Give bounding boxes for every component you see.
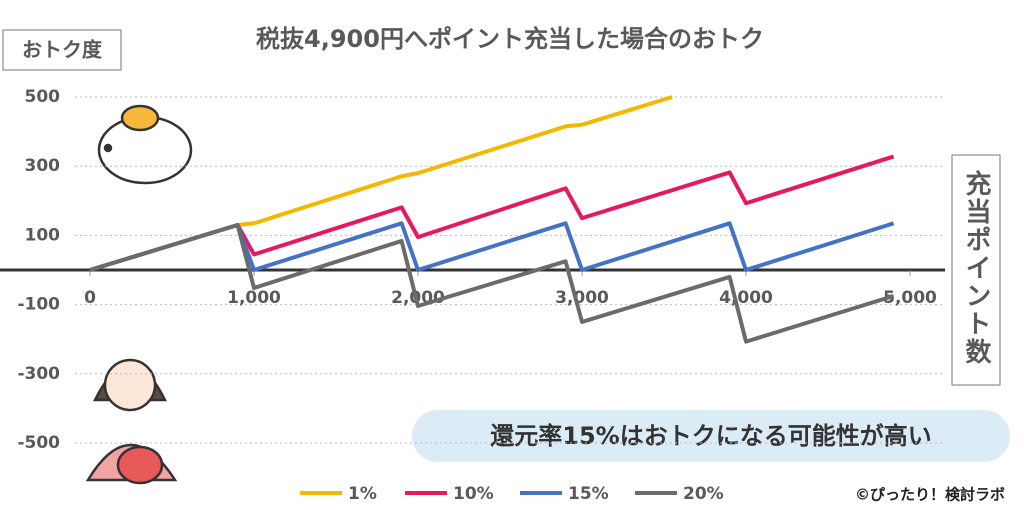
annotation: 還元率15%はおトクになる可能性が高い <box>490 422 931 450</box>
y-tick-label: 500 <box>25 87 61 107</box>
y-label-box <box>2 29 122 71</box>
legend-label: 10% <box>453 484 494 504</box>
x-tick-label: 3,000 <box>555 288 609 308</box>
series-line <box>89 95 673 272</box>
series-line <box>89 221 895 272</box>
woman-illustration <box>85 358 178 485</box>
y-tick-label: -100 <box>17 295 60 315</box>
legend-label: 1% <box>348 484 377 504</box>
pig-illustration <box>97 104 193 185</box>
y-tick-label: -500 <box>17 433 60 453</box>
y-tick-label: 100 <box>25 225 61 245</box>
legend-label: 20% <box>683 484 724 504</box>
x-tick-label: 1,000 <box>227 288 281 308</box>
legend-label: 15% <box>568 484 609 504</box>
x-tick-label: 0 <box>84 288 96 308</box>
series-line <box>89 154 895 272</box>
y-tick-label: -300 <box>17 364 60 384</box>
x-label: 充当ポイント数 <box>961 169 991 366</box>
x-label-box <box>951 154 1001 386</box>
series-line <box>89 223 895 344</box>
y-label: おトク度 <box>22 38 103 62</box>
credit: ©ぴったり！検討ラボ <box>855 486 1005 504</box>
chart-title: 税抜4,900円へポイント充当した場合のおトク <box>256 25 764 53</box>
x-tick-label: 4,000 <box>719 288 773 308</box>
x-tick-label: 5,000 <box>883 288 937 308</box>
annotation-box <box>412 410 1010 462</box>
y-tick-label: 300 <box>25 156 61 176</box>
